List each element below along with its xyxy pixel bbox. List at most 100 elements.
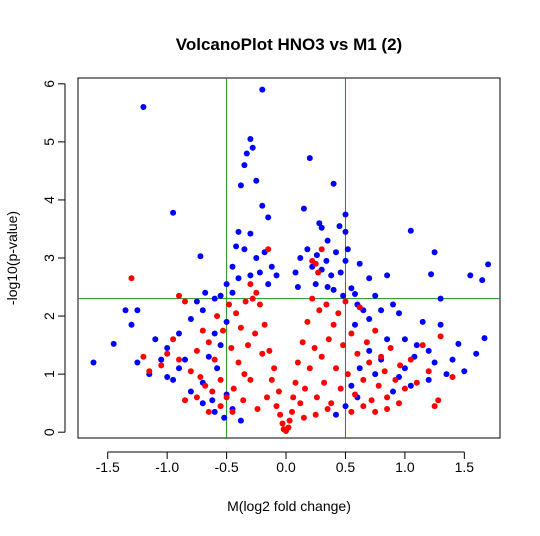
data-point-s0-134: [431, 359, 438, 366]
x-tick-label-3: 0.0: [276, 459, 296, 475]
data-point-s1-94: [425, 368, 432, 375]
data-point-s1-80: [366, 359, 373, 366]
data-point-s0-57: [211, 295, 218, 302]
data-point-s1-13: [202, 382, 209, 389]
x-tick-label-1: -1.0: [155, 459, 179, 475]
data-point-s0-70: [235, 228, 242, 235]
data-point-s1-111: [182, 397, 188, 404]
data-point-s1-1: [140, 353, 147, 360]
y-tick-label-6: 6: [41, 80, 57, 88]
data-point-s1-110: [193, 394, 200, 401]
data-point-s0-91: [316, 220, 323, 227]
data-point-s1-78: [360, 376, 367, 383]
x-axis-label: M(log2 fold change): [227, 498, 351, 514]
data-point-s0-16: [324, 237, 331, 244]
data-point-s0-22: [437, 295, 444, 302]
data-point-s1-116: [360, 403, 367, 410]
data-point-s0-8: [253, 177, 260, 184]
data-point-s0-0: [140, 104, 147, 110]
data-point-s0-118: [211, 330, 218, 337]
data-point-s1-26: [237, 324, 244, 331]
data-point-s0-10: [259, 202, 266, 209]
data-point-s1-96: [437, 333, 444, 340]
data-point-s0-104: [352, 291, 358, 297]
data-point-s0-84: [323, 257, 330, 264]
data-point-s0-124: [209, 397, 216, 404]
y-axis-label: -log10(p-value): [4, 211, 20, 305]
data-point-s0-46: [90, 359, 97, 366]
data-point-s1-34: [256, 301, 263, 308]
data-point-s1-22: [228, 345, 235, 351]
data-point-s0-55: [193, 298, 200, 305]
x-axis: -1.5 -1.0 -0.5 0.0 0.5 1.0 1.5: [96, 451, 474, 475]
data-point-s1-8: [176, 356, 182, 363]
data-point-s1-6: [176, 292, 182, 299]
data-point-s1-52: [294, 359, 301, 366]
data-point-s1-51: [292, 379, 299, 386]
data-point-s1-19: [220, 327, 226, 334]
data-point-s0-26: [356, 260, 363, 267]
data-point-s1-66: [328, 400, 335, 407]
data-point-s1-68: [333, 365, 339, 372]
data-point-s1-50: [290, 394, 297, 401]
data-point-s0-115: [342, 403, 349, 410]
data-point-s1-79: [363, 339, 370, 346]
data-point-s0-103: [340, 292, 347, 299]
data-point-s0-52: [164, 345, 171, 351]
data-point-s0-88: [342, 257, 349, 264]
data-point-s1-102: [309, 257, 316, 264]
data-point-s0-18: [431, 249, 438, 256]
plot-frame: [77, 77, 501, 439]
data-point-s0-63: [187, 388, 194, 395]
data-point-s1-2: [146, 368, 153, 375]
data-point-s0-43: [425, 376, 432, 383]
data-point-s0-45: [390, 388, 396, 395]
data-point-s0-107: [352, 321, 358, 328]
y-tick-label-0: 0: [41, 428, 57, 436]
data-point-s0-100: [312, 281, 319, 288]
data-point-s1-35: [259, 350, 266, 357]
data-point-s1-61: [316, 307, 323, 314]
data-point-s0-51: [152, 336, 159, 343]
data-point-s1-16: [211, 356, 218, 363]
data-point-s0-1: [259, 86, 266, 93]
data-point-s0-93: [223, 281, 230, 288]
data-point-s0-96: [235, 275, 242, 282]
data-point-s0-30: [378, 307, 385, 314]
data-point-s0-76: [268, 263, 275, 270]
data-point-s0-80: [304, 246, 311, 253]
data-point-s0-79: [297, 255, 304, 261]
data-point-s1-40: [271, 365, 278, 372]
data-point-s1-77: [356, 304, 363, 311]
y-tick-label-2: 2: [41, 312, 57, 320]
data-point-s1-93: [419, 342, 426, 349]
data-point-s1-103: [315, 269, 322, 276]
data-point-s0-53: [176, 330, 182, 337]
data-point-s0-41: [461, 368, 468, 375]
data-point-s0-129: [164, 374, 171, 380]
data-point-s1-65: [325, 336, 332, 343]
data-point-s1-119: [396, 400, 402, 407]
data-point-s0-23: [479, 277, 486, 284]
y-tick-label-4: 4: [41, 196, 57, 204]
data-point-s0-59: [182, 356, 188, 363]
data-point-s1-73: [344, 371, 351, 378]
data-point-s0-31: [390, 301, 396, 308]
data-point-s0-38: [473, 350, 480, 357]
data-point-s1-55: [302, 385, 308, 392]
data-point-s0-119: [217, 342, 224, 349]
data-point-s0-3: [330, 180, 337, 187]
data-point-s0-33: [401, 336, 408, 343]
data-point-s1-70: [337, 385, 344, 392]
data-point-s1-104: [253, 289, 260, 296]
data-point-s1-74: [348, 330, 355, 337]
data-point-s1-59: [311, 345, 318, 351]
data-point-s0-98: [265, 281, 272, 288]
data-point-s1-63: [321, 379, 328, 386]
data-point-s0-6: [247, 136, 254, 142]
data-point-s1-109: [205, 408, 212, 415]
data-point-s1-53: [297, 400, 304, 407]
data-point-s1-106: [241, 371, 248, 378]
data-point-s0-133: [425, 347, 432, 354]
